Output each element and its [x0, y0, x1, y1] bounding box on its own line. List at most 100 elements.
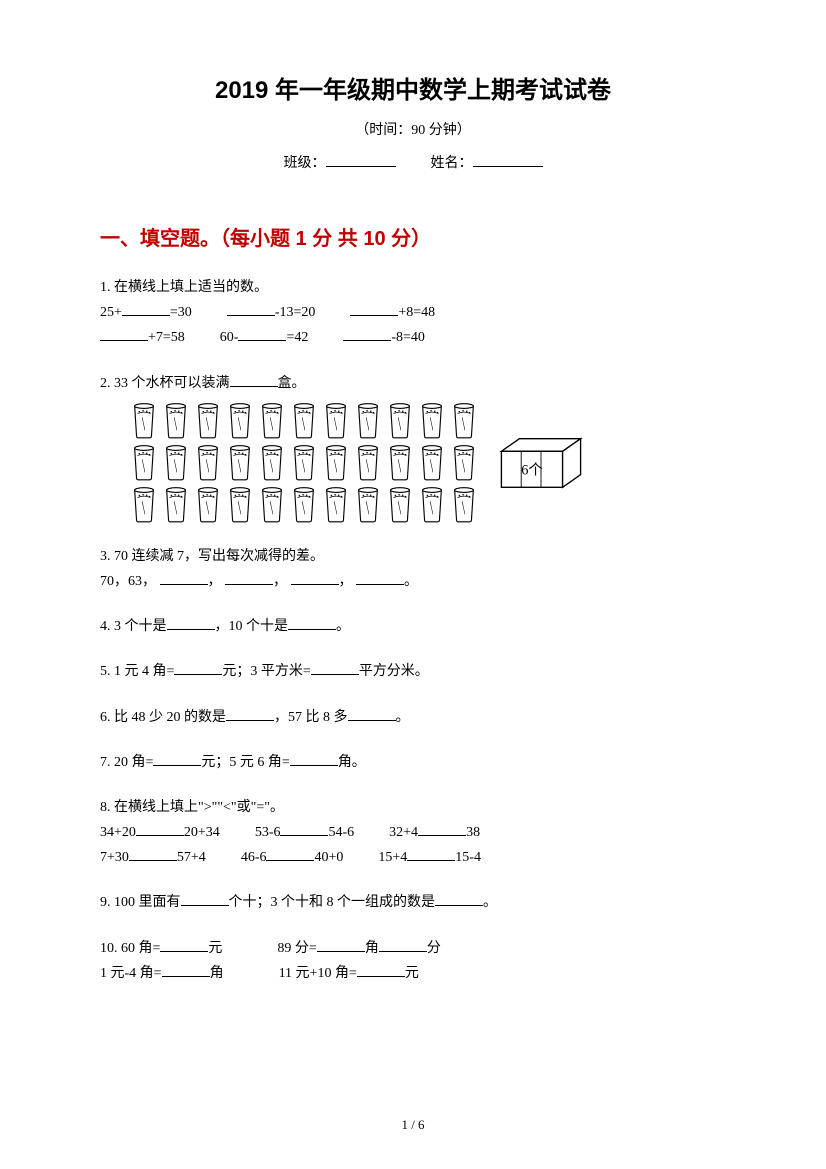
q6-label: 6. 比 48 少 20 的数是 [100, 710, 226, 725]
q9-label: 9. 100 里面有 [100, 895, 181, 910]
q10-label: 10. 60 角= [100, 941, 160, 956]
q9-blank-1[interactable] [181, 890, 229, 906]
cup-icon [130, 444, 158, 482]
cup-icon [322, 486, 350, 524]
q8-r2-blank-3[interactable] [407, 845, 455, 861]
q1-p5: 60- [220, 330, 239, 345]
q1-blank-6[interactable] [343, 325, 391, 341]
cups-illustration: 6个 [130, 402, 726, 524]
q3-blank-4[interactable] [356, 569, 404, 585]
q4-blank-2[interactable] [288, 614, 336, 630]
q2-blank[interactable] [230, 371, 278, 387]
q3-s3: ， [339, 574, 353, 589]
q1-blank-5[interactable] [238, 325, 286, 341]
q9-blank-2[interactable] [435, 890, 483, 906]
q1-blank-4[interactable] [100, 325, 148, 341]
q7-mid: 元；5 元 6 角= [201, 755, 289, 770]
question-4: 4. 3 个十是 ，10 个十是 。 [100, 614, 726, 639]
q1-blank-3[interactable] [350, 300, 398, 316]
q1-p2: -13=20 [275, 305, 316, 320]
q8-r1-0: 34+20 [100, 825, 136, 840]
q8-r2-1: 57+4 [177, 850, 206, 865]
q10-p1: 元 [208, 941, 222, 956]
q8-r2-4: 15+4 [378, 850, 407, 865]
cup-icon [290, 402, 318, 440]
q1-p4: +7=58 [148, 330, 185, 345]
q4-end: 。 [336, 619, 350, 634]
student-info-line: 班级： 姓名： [100, 151, 726, 172]
q10-blank-5[interactable] [357, 961, 405, 977]
q3-prefix: 70，63， [100, 574, 156, 589]
q8-r2-blank-2[interactable] [266, 845, 314, 861]
q4-label: 4. 3 个十是 [100, 619, 167, 634]
cup-icon [450, 402, 478, 440]
q9-mid: 个十；3 个十和 8 个一组成的数是 [229, 895, 436, 910]
question-5: 5. 1 元 4 角=元；3 平方米=平方分米。 [100, 659, 726, 684]
q4-blank-1[interactable] [167, 614, 215, 630]
q8-r1-blank-3[interactable] [418, 820, 466, 836]
q8-r2-3: 40+0 [314, 850, 343, 865]
q10-l2c: 11 元+10 角= [279, 966, 357, 981]
cup-icon [322, 444, 350, 482]
q10-p2: 89 分= [277, 941, 316, 956]
cup-icon [386, 486, 414, 524]
question-9: 9. 100 里面有 个十；3 个十和 8 个一组成的数是 。 [100, 890, 726, 915]
q1-blank-2[interactable] [227, 300, 275, 316]
q10-blank-4[interactable] [162, 961, 210, 977]
cup-icon [386, 444, 414, 482]
cup-icon [450, 486, 478, 524]
cup-icon [322, 402, 350, 440]
q6-end: 。 [396, 710, 410, 725]
q5-end: 平方分米。 [359, 664, 429, 679]
q5-blank-1[interactable] [174, 659, 222, 675]
q9-end: 。 [483, 895, 497, 910]
q3-blank-3[interactable] [291, 569, 339, 585]
q10-l2a: 1 元-4 角= [100, 966, 162, 981]
q10-blank-3[interactable] [379, 936, 427, 952]
q1-p6: =42 [286, 330, 308, 345]
cup-icon [162, 402, 190, 440]
q7-blank-1[interactable] [153, 750, 201, 766]
cup-icon [194, 444, 222, 482]
class-blank[interactable] [326, 151, 396, 167]
q8-r2-5: 15-4 [455, 850, 481, 865]
q10-l2b: 角 [210, 966, 224, 981]
q7-blank-2[interactable] [290, 750, 338, 766]
q10-p4: 分 [427, 941, 441, 956]
q1-p0: 25+ [100, 305, 122, 320]
q3-s2: ， [273, 574, 287, 589]
q6-blank-2[interactable] [348, 705, 396, 721]
q8-r1-blank-2[interactable] [280, 820, 328, 836]
cup-icon [418, 444, 446, 482]
q1-label: 1. 在横线上填上适当的数。 [100, 275, 726, 300]
cup-icon [354, 402, 382, 440]
q1-p1: =30 [170, 305, 192, 320]
cup-icon [226, 486, 254, 524]
q8-r2-blank-1[interactable] [129, 845, 177, 861]
cup-icon [258, 402, 286, 440]
name-blank[interactable] [473, 151, 543, 167]
q8-r2-0: 7+30 [100, 850, 129, 865]
q10-blank-1[interactable] [160, 936, 208, 952]
box-label: 6个 [521, 461, 543, 478]
q3-blank-1[interactable] [160, 569, 208, 585]
cup-icon [290, 444, 318, 482]
q1-blank-1[interactable] [122, 300, 170, 316]
q4-mid: ，10 个十是 [215, 619, 289, 634]
q8-r1-5: 38 [466, 825, 480, 840]
cups-grid [130, 402, 478, 524]
cup-icon [130, 402, 158, 440]
cup-icon [418, 402, 446, 440]
q5-blank-2[interactable] [311, 659, 359, 675]
q10-blank-2[interactable] [317, 936, 365, 952]
section-1-header: 一、填空题。（每小题 1 分 共 10 分） [100, 222, 726, 251]
q8-r1-blank-1[interactable] [136, 820, 184, 836]
q2-label: 2. 33 个水杯可以装满 [100, 376, 230, 391]
q6-blank-1[interactable] [226, 705, 274, 721]
q3-s1: ， [208, 574, 222, 589]
cup-icon [130, 486, 158, 524]
cup-icon [418, 486, 446, 524]
cup-icon [162, 486, 190, 524]
q3-blank-2[interactable] [225, 569, 273, 585]
class-label: 班级： [284, 156, 326, 171]
